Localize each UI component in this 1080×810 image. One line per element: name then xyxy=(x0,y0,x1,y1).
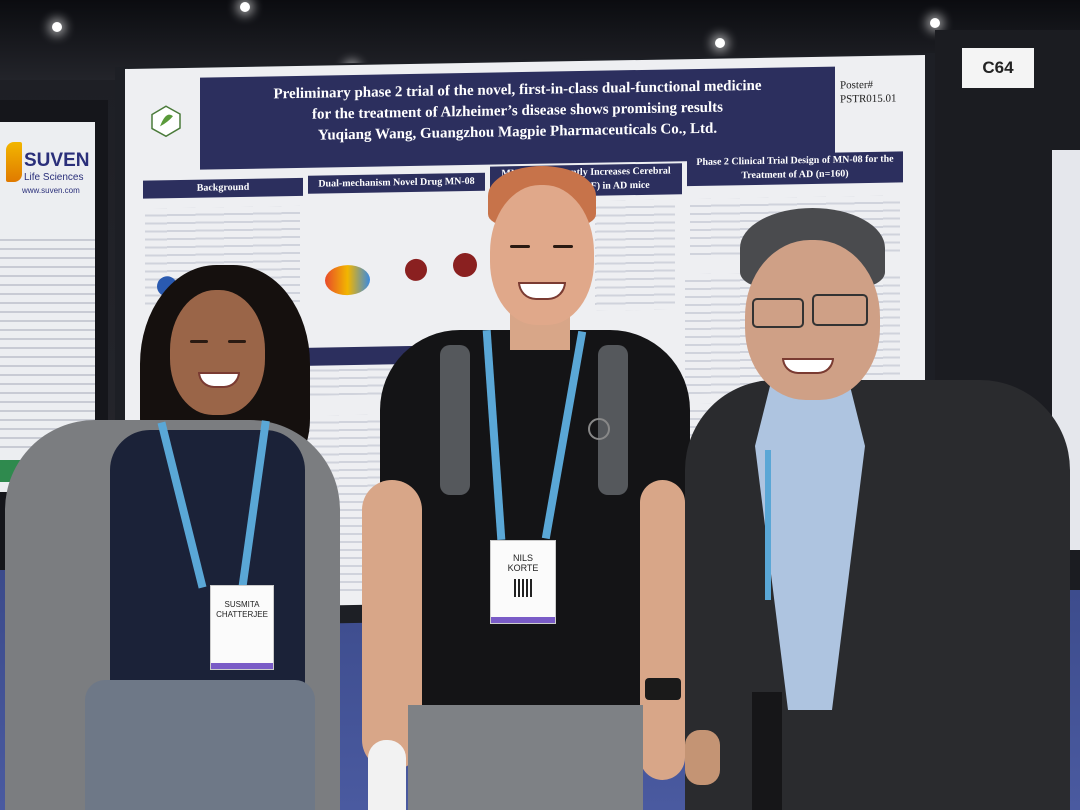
lanyard xyxy=(765,450,771,600)
name-badge: NILS KORTE xyxy=(490,540,556,624)
arm xyxy=(640,480,685,780)
ceiling-light xyxy=(930,18,940,28)
grey-trousers xyxy=(408,705,643,810)
exhibitor-url: www.suven.com xyxy=(22,186,80,195)
poster-number: Poster# PSTR015.01 xyxy=(840,78,897,107)
section-trial: Phase 2 Clinical Trial Design of MN-08 f… xyxy=(687,151,903,187)
smile xyxy=(782,358,834,374)
dark-suit-jacket xyxy=(685,380,1070,810)
face xyxy=(170,290,265,415)
hand xyxy=(685,730,720,785)
brain-graphic xyxy=(325,264,370,296)
brain-graphic xyxy=(405,258,427,282)
exhibitor-logo-text: SUVEN xyxy=(24,150,90,171)
ceiling-light xyxy=(240,2,250,12)
brand-logo-icon xyxy=(588,418,610,440)
backpack-strap xyxy=(440,345,470,495)
brain-graphic xyxy=(453,252,477,278)
leaf-icon xyxy=(151,105,181,138)
glasses-icon xyxy=(812,294,868,326)
poster-number-value: PSTR015.01 xyxy=(840,92,897,106)
black-polo xyxy=(380,330,690,730)
poster-chart-block xyxy=(595,199,675,311)
watch-icon xyxy=(645,678,681,700)
section-background: Background xyxy=(143,177,303,199)
section-drug: Dual-mechanism Novel Drug MN-08 xyxy=(308,172,485,194)
paper-roll xyxy=(368,740,406,810)
eye xyxy=(190,340,208,343)
eye xyxy=(228,340,246,343)
glasses-icon xyxy=(752,298,804,328)
magpie-logo-icon xyxy=(145,104,187,157)
badge-name: SUSMITA CHATTERJEE xyxy=(216,600,268,619)
badge-first-name: NILS xyxy=(512,553,533,563)
eye xyxy=(510,245,530,248)
qr-code-icon xyxy=(514,579,532,597)
ceiling-light xyxy=(715,38,725,48)
neighbor-poster-text xyxy=(0,232,95,452)
eye xyxy=(553,245,573,248)
poster-number-label: Poster# xyxy=(840,78,873,92)
face xyxy=(490,185,594,325)
trousers xyxy=(752,692,782,810)
badge-last-name: KORTE xyxy=(507,563,539,573)
trousers xyxy=(85,680,315,810)
exhibitor-subtitle: Life Sciences xyxy=(24,172,84,183)
badge-stripe xyxy=(211,663,273,669)
research-poster: Preliminary phase 2 trial of the novel, … xyxy=(125,55,925,609)
ceiling-light xyxy=(52,22,62,32)
booth-number-sign: C64 xyxy=(962,48,1034,88)
badge-stripe xyxy=(491,617,555,623)
name-badge: SUSMITA CHATTERJEE xyxy=(210,585,274,670)
suven-logo-icon xyxy=(6,142,22,182)
